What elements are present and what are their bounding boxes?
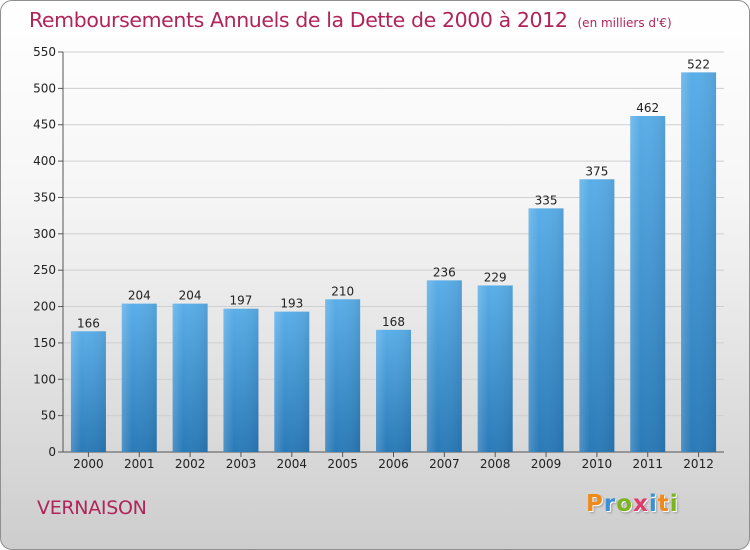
bar-highlight [630, 116, 666, 452]
bar-value-label: 236 [433, 265, 456, 279]
bar-highlight [426, 280, 462, 452]
x-tick-label: 2011 [632, 457, 663, 471]
y-tick-label: 150 [33, 336, 56, 350]
bar-value-label: 229 [484, 270, 507, 284]
chart-subtitle: (en milliers d'€) [577, 16, 672, 30]
x-tick-label: 2007 [429, 457, 460, 471]
y-tick-label: 0 [48, 445, 56, 459]
bar-highlight [376, 329, 411, 452]
bar-highlight [274, 311, 310, 452]
bar-highlight [70, 331, 106, 452]
x-tick-label: 2008 [480, 457, 511, 471]
x-tick-label: 2006 [378, 457, 409, 471]
logo-letter: r [603, 491, 617, 517]
bar-highlight [477, 285, 513, 452]
bar-value-label: 462 [636, 101, 659, 115]
x-tick-label: 2002 [175, 457, 206, 471]
chart-title: Remboursements Annuels de la Dette de 20… [29, 8, 672, 32]
bar-highlight [121, 303, 157, 452]
logo-letter: x [633, 491, 649, 517]
y-tick-label: 350 [33, 190, 56, 204]
bar-highlight [579, 179, 615, 453]
chart-title-text: Remboursements Annuels de la Dette de 20… [29, 8, 568, 32]
y-tick-label: 400 [33, 154, 56, 168]
y-tick-label: 250 [33, 263, 56, 277]
bar-highlight [223, 308, 259, 452]
bar-value-label: 335 [535, 193, 558, 207]
logo-letter: o [616, 491, 634, 517]
logo-letter: P [586, 491, 604, 517]
y-tick-label: 50 [41, 409, 56, 423]
x-tick-label: 2004 [277, 457, 308, 471]
bar-value-label: 375 [585, 164, 608, 178]
y-tick-label: 450 [33, 118, 56, 132]
bar-value-label: 168 [382, 315, 405, 329]
x-tick-label: 2001 [124, 457, 155, 471]
bar-layer: 166 204 204 197 193 210 168 236 229 335 375 462 522 [70, 57, 717, 453]
logo-letter: i [669, 491, 679, 517]
y-tick-label: 200 [33, 300, 56, 314]
bar-value-label: 522 [687, 57, 710, 71]
proxiti-logo[interactable]: Proxiti [586, 491, 679, 517]
bar-value-label: 166 [77, 316, 100, 330]
x-tick-label: 2000 [73, 457, 104, 471]
logo-letter: t [657, 491, 670, 517]
y-tick-label: 500 [33, 81, 56, 95]
x-tick-label: 2009 [531, 457, 562, 471]
bar-value-label: 204 [179, 289, 202, 303]
bar-highlight [172, 303, 208, 452]
bar-highlight [325, 299, 361, 452]
y-tick-label: 550 [33, 45, 56, 59]
y-tick-label: 100 [33, 372, 56, 386]
bar-value-label: 204 [128, 289, 151, 303]
commune-name: VERNAISON [37, 497, 147, 519]
axis-layer: 0 50 100 150 200 250 300 350 400 450 500 550 2000 200… [33, 45, 724, 471]
bar-highlight [681, 72, 717, 452]
logo-letter: i [648, 491, 658, 517]
x-tick-label: 2005 [327, 457, 358, 471]
y-tick-label: 300 [33, 227, 56, 241]
x-tick-label: 2010 [582, 457, 613, 471]
bar-value-label: 197 [230, 294, 253, 308]
x-tick-label: 2003 [226, 457, 257, 471]
bar-value-label: 193 [280, 297, 303, 311]
bar-value-label: 210 [331, 284, 354, 298]
x-tick-label: 2012 [683, 457, 714, 471]
bar-highlight [528, 208, 564, 452]
